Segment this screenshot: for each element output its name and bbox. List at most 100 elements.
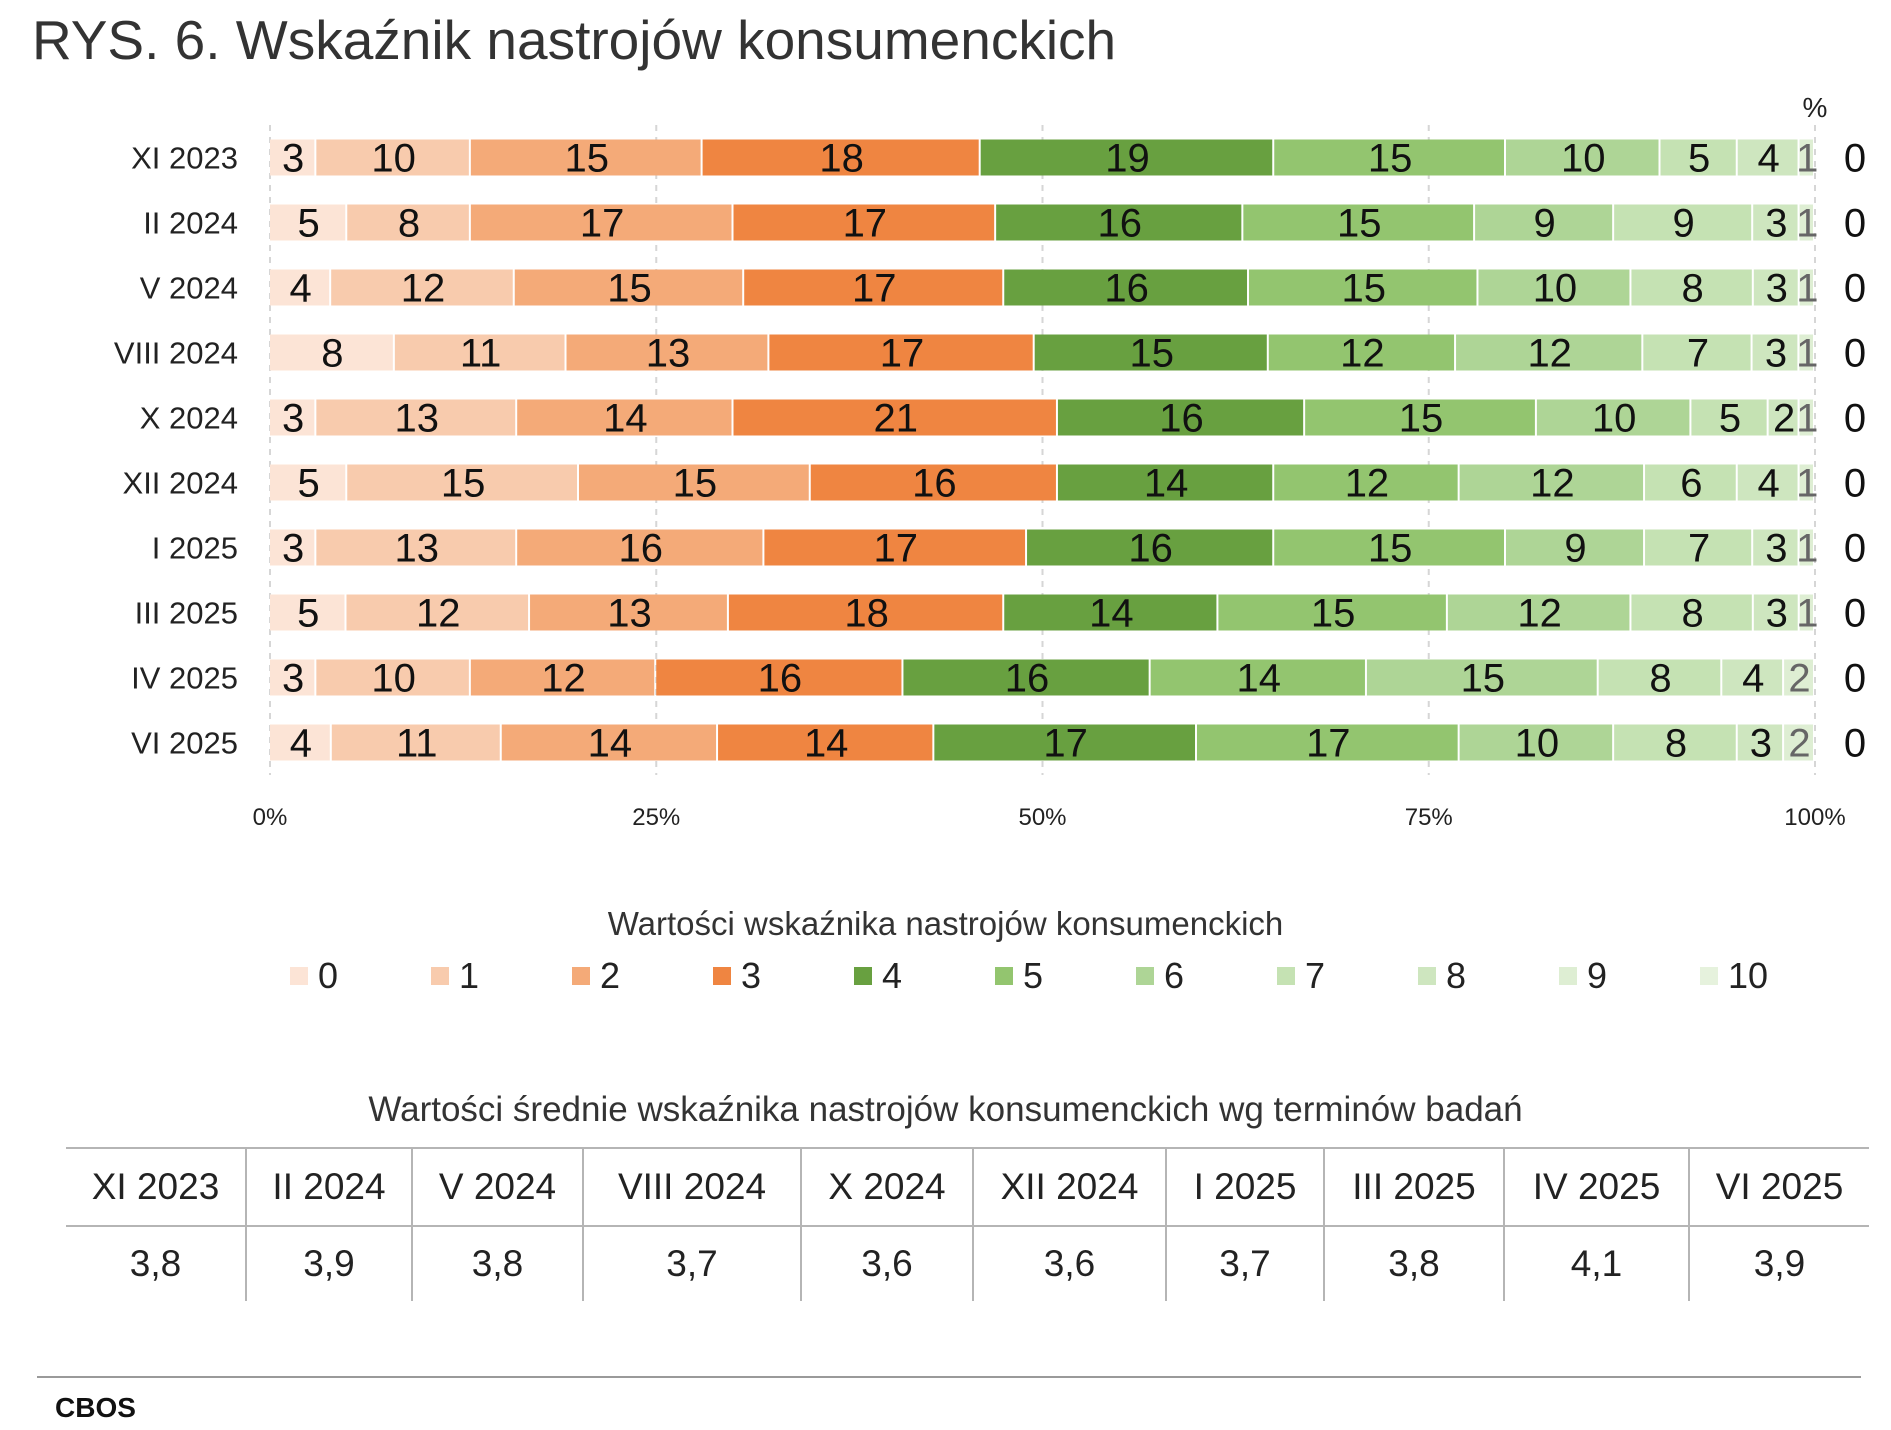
bar-segment: [347, 464, 577, 501]
bar-segment: [470, 204, 732, 241]
legend-label: 10: [1728, 955, 1769, 996]
data-label: 3: [282, 137, 304, 181]
bar-segment: [769, 334, 1033, 371]
data-label: 0: [1844, 657, 1866, 701]
chart-title: RYS. 6. Wskaźnik nastrojów konsumenckich: [32, 9, 1117, 71]
data-label: 15: [607, 267, 652, 311]
bar-segment: [1478, 269, 1630, 306]
bar-segment: [1614, 724, 1736, 761]
table-header-cell: V 2024: [411, 1147, 583, 1227]
bar-segment: [1799, 464, 1813, 501]
data-label: 10: [1561, 137, 1606, 181]
bar-segment: [1598, 659, 1721, 696]
data-label: 15: [1399, 397, 1444, 441]
table-row: 3,8 3,9 3,8 3,7 3,6 3,6 3,7 3,8 4,1 3,9: [66, 1226, 1869, 1301]
table-header-row: XI 2023 II 2024 V 2024 VIII 2024 X 2024 XII 2…: [66, 1147, 1869, 1227]
bar-segment: [1645, 464, 1736, 501]
data-label: 17: [873, 527, 918, 571]
data-label: 5: [298, 202, 320, 246]
data-label: 1: [1796, 592, 1818, 636]
data-label: 15: [1461, 657, 1506, 701]
data-label: 13: [395, 397, 440, 441]
footer-divider: [37, 1376, 1861, 1378]
bar-segment: [1753, 529, 1798, 566]
bar-segment: [579, 464, 809, 501]
data-label: 3: [1766, 592, 1788, 636]
bar-segment: [346, 594, 529, 631]
bar-segment: [270, 529, 315, 566]
data-label: 15: [673, 462, 718, 506]
bar-segment: [656, 659, 902, 696]
category-label: VI 2025: [131, 726, 238, 761]
bar-segment: [810, 464, 1056, 501]
data-label: 0: [1844, 592, 1866, 636]
data-label: 1: [1796, 462, 1818, 506]
category-label: XII 2024: [123, 466, 238, 501]
bar-segment: [728, 594, 1003, 631]
data-label: 2: [1788, 657, 1810, 701]
legend-label: 4: [882, 955, 903, 996]
bar-segment: [470, 139, 701, 176]
table-cell: 4,1: [1503, 1226, 1689, 1301]
x-tick-label: 0%: [253, 804, 288, 831]
data-label: 9: [1564, 527, 1586, 571]
bar-segment: [1799, 529, 1813, 566]
bar-segment: [316, 139, 469, 176]
bar-segment: [1799, 594, 1813, 631]
bar-segment: [1799, 269, 1813, 306]
footer-source: CBOS: [55, 1392, 136, 1423]
data-label: 15: [1341, 267, 1386, 311]
bar-segment: [1614, 204, 1752, 241]
bar-segment: [517, 529, 763, 566]
bar-segment: [1268, 334, 1455, 371]
bar-segment: [270, 464, 346, 501]
bar-segment: [733, 204, 995, 241]
table-cell: 3,8: [411, 1226, 583, 1301]
bar-segment: [1631, 269, 1752, 306]
bar-segment: [566, 334, 768, 371]
data-label: 12: [1340, 332, 1385, 376]
bar-segment: [501, 724, 717, 761]
data-label: 12: [1527, 332, 1572, 376]
bar-segment: [347, 204, 469, 241]
data-label: 3: [1765, 527, 1787, 571]
mean-values-table: XI 2023 II 2024 V 2024 VIII 2024 X 2024 XII 2…: [66, 1147, 1869, 1301]
data-label: 10: [371, 137, 416, 181]
data-label: 3: [1765, 332, 1787, 376]
data-label: 17: [580, 202, 625, 246]
legend-label: 0: [318, 955, 339, 996]
table-cell: 3,7: [1165, 1226, 1324, 1301]
bar-segment: [1197, 724, 1458, 761]
x-tick-label: 25%: [632, 804, 680, 831]
x-tick-label: 75%: [1405, 804, 1453, 831]
legend-label: 1: [459, 955, 480, 996]
bar-segment: [1737, 139, 1798, 176]
table-cell: 3,8: [1323, 1226, 1504, 1301]
bar-segment: [316, 659, 469, 696]
bar-segment: [764, 529, 1026, 566]
bar-segment: [980, 139, 1273, 176]
bar-segment: [270, 204, 346, 241]
data-label: 6: [1680, 462, 1702, 506]
x-tick-label: 100%: [1784, 804, 1845, 831]
bar-segment: [1799, 334, 1813, 371]
bar-segment: [1660, 139, 1736, 176]
data-label: 15: [1311, 592, 1356, 636]
data-label: 12: [1530, 462, 1575, 506]
legend-label: 3: [741, 955, 762, 996]
data-label: 17: [880, 332, 925, 376]
data-label: 14: [603, 397, 648, 441]
data-label: 0: [1844, 267, 1866, 311]
bar-segment: [1799, 139, 1813, 176]
bar-segment: [270, 724, 330, 761]
data-label: 18: [844, 592, 889, 636]
bar-segment: [1752, 334, 1798, 371]
category-label: XI 2023: [131, 141, 238, 176]
data-label: 15: [441, 462, 486, 506]
data-label: 16: [758, 657, 803, 701]
data-label: 17: [852, 267, 897, 311]
legend-swatch: [1277, 967, 1295, 985]
bar-segment: [316, 529, 516, 566]
data-label: 8: [1665, 722, 1687, 766]
data-label: 3: [1765, 202, 1787, 246]
